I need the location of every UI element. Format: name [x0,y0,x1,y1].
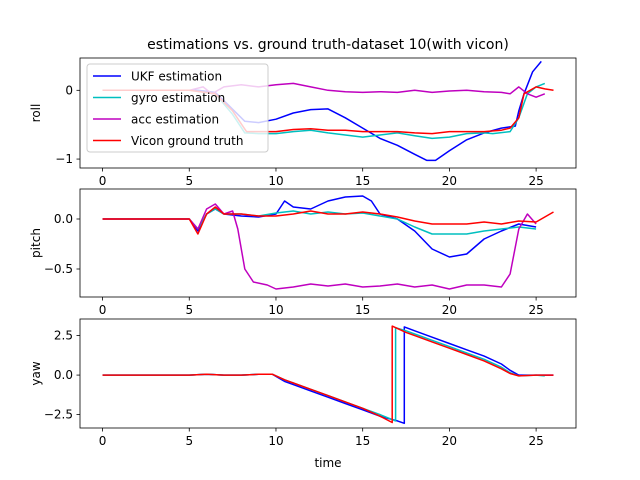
roll-x-tick-label: 10 [268,174,283,188]
yaw-y-tick-label: 2.5 [54,329,73,343]
yaw-panel: 0 5 10 15 20 25 −2.5 0.0 2.5 yaw [29,318,577,448]
yaw-series-group [102,325,554,425]
pitch-y-tick: −0.5 [44,262,80,276]
roll-y-tick: −1 [55,152,80,166]
pitch-y-axis-label: pitch [29,228,43,258]
yaw-y-tick: −2.5 [44,408,80,422]
legend-entry: UKF estimation [93,70,222,84]
pitch-x-tick: 5 [185,297,193,317]
roll-y-tick-label: −1 [55,152,73,166]
legend-entry: acc estimation [93,113,219,127]
pitch-x-tick-label: 20 [442,303,457,317]
pitch-panel: 0 5 10 15 20 25 −0.5 0.0 pitch [29,188,577,317]
roll-x-tick: 25 [528,168,544,188]
yaw-x-tick: 25 [528,428,544,448]
pitch-series-group [102,195,554,290]
roll-x-tick: 15 [355,168,370,188]
yaw-x-tick-label: 5 [185,434,193,448]
pitch-y-tick-label: −0.5 [44,262,73,276]
yaw-y-tick: 2.5 [54,329,80,343]
roll-x-tick-label: 25 [528,174,543,188]
roll-x-tick-label: 0 [99,174,107,188]
legend-label: gyro estimation [131,91,225,105]
yaw-x-tick: 20 [442,428,457,448]
yaw-y-tick-label: −2.5 [44,408,73,422]
pitch-y-tick-label: 0.0 [54,212,73,226]
roll-y-tick-label: 0 [65,83,73,97]
legend-label: acc estimation [131,113,219,127]
roll-x-tick-label: 5 [185,174,193,188]
pitch-gyro-estimation-line [102,208,537,235]
yaw-x-tick: 5 [185,428,193,448]
legend-entry: Vicon ground truth [93,134,243,148]
roll-x-tick: 0 [99,168,107,188]
pitch-x-tick-label: 0 [99,303,107,317]
roll-y-axis-label: roll [29,104,43,123]
yaw-x-tick: 15 [355,428,370,448]
pitch-x-tick-label: 10 [268,303,283,317]
yaw-axes-frame [79,318,577,429]
yaw-x-tick-label: 0 [99,434,107,448]
roll-axes-frame [79,57,577,169]
yaw-y-tick: 0.0 [54,368,80,382]
pitch-acc-estimation-line [102,203,537,290]
roll-y-tick: 0 [65,83,80,97]
pitch-x-tick: 25 [528,297,544,317]
x-axis-label: time [314,456,341,470]
yaw-x-tick-label: 10 [268,434,283,448]
yaw-x-tick-label: 20 [442,434,457,448]
legend-label: UKF estimation [131,70,222,84]
roll-x-tick-label: 20 [442,174,457,188]
pitch-x-tick: 20 [442,297,457,317]
chart-title: estimations vs. ground truth-dataset 10(… [147,37,509,53]
pitch-vicon-ground-truth-line [102,206,554,235]
pitch-y-tick: 0.0 [54,212,80,226]
roll-x-tick: 10 [268,168,284,188]
legend-entry: gyro estimation [93,91,225,105]
legend-label: Vicon ground truth [131,134,243,148]
roll-x-tick-label: 15 [355,174,370,188]
yaw-y-tick-label: 0.0 [54,368,73,382]
legend: UKF estimation gyro estimation acc estimat… [86,63,269,153]
yaw-y-axis-label: yaw [29,361,43,385]
yaw-x-tick: 0 [99,428,107,448]
pitch-axes-frame [79,188,577,298]
yaw-vicon-ground-truth-line [102,325,554,424]
roll-x-tick: 5 [185,168,193,188]
pitch-x-tick-label: 5 [185,303,193,317]
pitch-x-tick: 15 [355,297,370,317]
pitch-x-tick-label: 25 [528,303,543,317]
yaw-x-tick: 10 [268,428,284,448]
roll-x-tick: 20 [442,168,457,188]
pitch-x-tick: 10 [268,297,284,317]
yaw-x-tick-label: 25 [528,434,543,448]
pitch-x-tick-label: 15 [355,303,370,317]
legend-box [86,63,269,153]
pitch-x-tick: 0 [99,297,107,317]
yaw-x-tick-label: 15 [355,434,370,448]
